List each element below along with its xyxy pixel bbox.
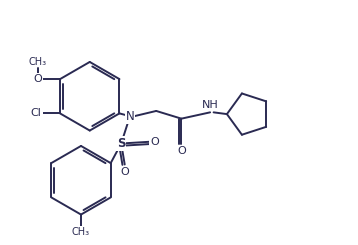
Text: N: N xyxy=(126,110,134,123)
Text: CH₃: CH₃ xyxy=(72,227,90,237)
Text: NH: NH xyxy=(202,100,218,110)
Text: O: O xyxy=(120,167,129,176)
Text: O: O xyxy=(177,146,186,156)
Text: O: O xyxy=(150,137,159,147)
Text: Cl: Cl xyxy=(31,108,42,118)
Text: S: S xyxy=(117,137,125,150)
Text: O: O xyxy=(33,74,42,84)
Text: CH₃: CH₃ xyxy=(29,57,47,67)
